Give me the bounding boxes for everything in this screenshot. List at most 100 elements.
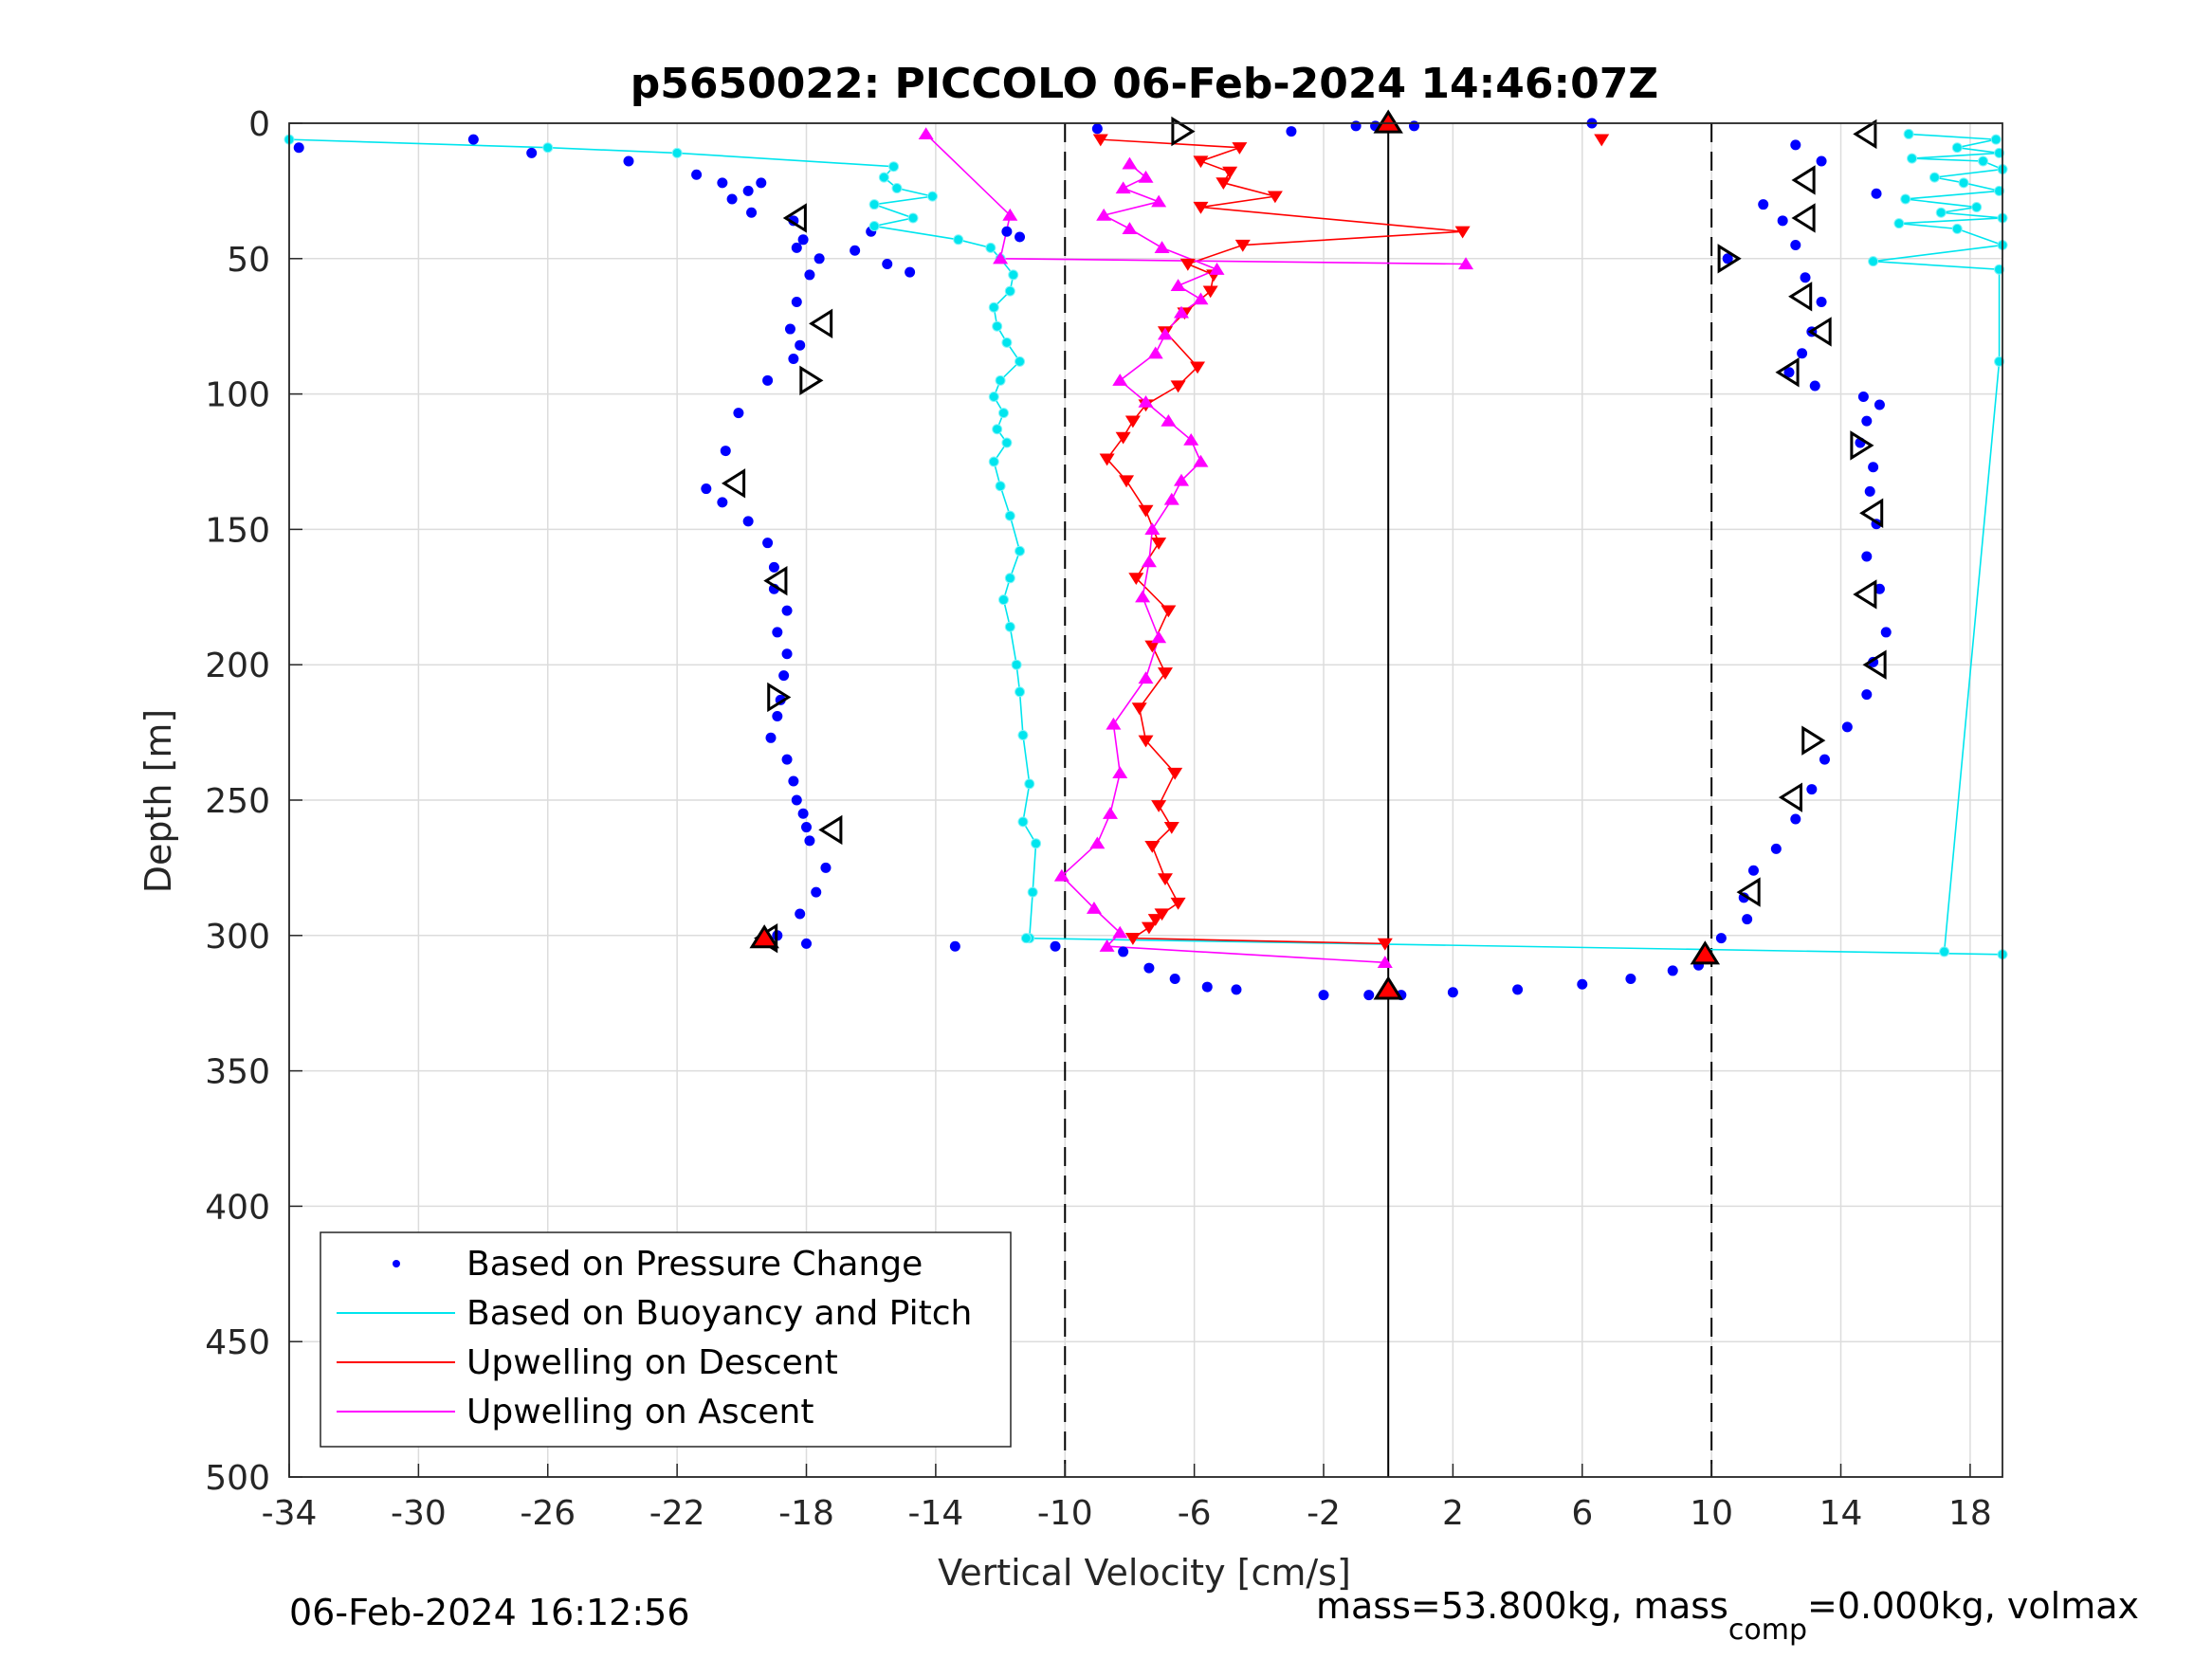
pressure-point: [1809, 380, 1820, 392]
buoyancy-point: [1001, 437, 1013, 448]
pressure-point: [811, 886, 822, 898]
pressure-point: [905, 266, 916, 278]
buoyancy-point: [671, 147, 683, 158]
ascent-point: [1183, 432, 1199, 446]
ascent-point: [1135, 590, 1151, 603]
ascent-point: [1096, 208, 1112, 221]
pressure-point: [1118, 946, 1129, 957]
legend-label-ascent: Upwelling on Ascent: [466, 1393, 814, 1431]
pressure-point: [526, 147, 538, 158]
y-tick-label: 200: [205, 647, 270, 685]
y-tick-label: 500: [205, 1459, 270, 1498]
buoyancy-point: [1024, 778, 1035, 790]
pressure-point: [1758, 199, 1769, 210]
open-triangle-marker: [1859, 498, 1884, 528]
x-tick-label: -26: [520, 1494, 576, 1533]
descent-point: [1594, 134, 1610, 147]
pressure-point: [1169, 973, 1180, 984]
pressure-point: [1783, 367, 1795, 378]
ascent-point: [1154, 241, 1170, 253]
descent-point: [1138, 735, 1154, 748]
ascent-point: [1377, 956, 1393, 968]
open-triangle-marker: [1853, 118, 1877, 150]
open-triangle-marker: [1736, 877, 1761, 907]
descent-point: [1170, 897, 1186, 910]
pressure-point: [781, 605, 793, 616]
pressure-point: [742, 516, 754, 527]
footer-mass-suffix: =0.000kg, volmax: [1807, 1585, 2139, 1627]
descent-point: [1179, 258, 1196, 271]
footer-mass-sub: comp: [1728, 1613, 1807, 1647]
footer-timestamp: 06-Feb-2024 16:12:56: [289, 1592, 690, 1633]
descent-point: [1163, 821, 1179, 834]
pressure-point: [797, 808, 809, 819]
pressure-point: [804, 835, 815, 847]
y-tick-label: 150: [205, 511, 270, 550]
ascent-point: [1099, 939, 1115, 952]
buoyancy-point: [1903, 128, 1914, 139]
pressure-point: [820, 862, 832, 873]
pressure-point: [720, 446, 731, 457]
descent-point: [1124, 933, 1141, 945]
pressure-point: [1861, 415, 1873, 427]
x-tick-label: -14: [907, 1494, 963, 1533]
pressure-point: [467, 134, 479, 145]
pressure-point: [1015, 231, 1026, 243]
pressure-point: [717, 177, 728, 189]
axes: [288, 122, 2003, 1478]
open-triangle-marker: [809, 308, 833, 339]
ascent-point: [1161, 413, 1177, 427]
pressure-point: [756, 177, 767, 189]
buoyancy-point: [1015, 686, 1026, 698]
x-tick-label: -6: [1178, 1494, 1212, 1533]
buoyancy-point: [1939, 946, 1950, 957]
ascent-point: [1170, 279, 1186, 291]
pressure-point: [726, 193, 738, 205]
pressure-point: [795, 908, 806, 920]
ascent-point: [1112, 925, 1128, 939]
ascent-point: [1122, 156, 1138, 170]
ascent-point: [1458, 257, 1474, 270]
buoyancy-point: [992, 424, 1003, 435]
buoyancy-point: [878, 172, 889, 183]
open-triangle-marker: [1788, 282, 1813, 312]
buoyancy-point: [1017, 729, 1029, 740]
buoyancy-point: [1958, 177, 1969, 189]
descent-point: [1377, 938, 1393, 951]
descent-point: [1202, 285, 1218, 299]
y-tick-label: 300: [205, 918, 270, 957]
open-triangle-marker: [799, 365, 824, 396]
pressure-point: [765, 732, 777, 743]
pressure-point: [768, 561, 779, 573]
descent-point: [1193, 201, 1209, 214]
series-markers: [283, 109, 2008, 1001]
pressure-point: [788, 775, 799, 787]
buoyancy-point: [1008, 269, 1019, 281]
pressure-point: [1318, 990, 1329, 1001]
x-tick-label: 10: [1690, 1494, 1733, 1533]
pressure-point: [1715, 933, 1727, 944]
pressure-point: [797, 234, 809, 246]
x-tick-label: 18: [1948, 1494, 1992, 1533]
series-line-1: [1026, 937, 2003, 956]
buoyancy-point: [988, 301, 999, 313]
open-triangle-marker: [1778, 782, 1802, 812]
buoyancy-point: [1004, 510, 1015, 521]
x-tick-label: -18: [778, 1494, 834, 1533]
pressure-point: [1864, 485, 1875, 497]
descent-point: [1151, 538, 1167, 550]
pressure-point: [1857, 391, 1869, 402]
open-triangle-marker: [1171, 116, 1196, 147]
pressure-point: [1790, 813, 1801, 825]
descent-point: [1222, 166, 1238, 179]
ascent-point: [1144, 522, 1161, 535]
ascent-point: [1138, 394, 1154, 408]
buoyancy-point: [1971, 202, 1983, 213]
pressure-point: [1861, 551, 1873, 562]
ascent-point: [1193, 292, 1209, 305]
descent-point: [1232, 142, 1248, 155]
buoyancy-point: [1900, 193, 1911, 205]
ascent-point: [918, 127, 934, 140]
ascent-point: [1163, 492, 1179, 505]
pressure-point: [1806, 784, 1818, 795]
